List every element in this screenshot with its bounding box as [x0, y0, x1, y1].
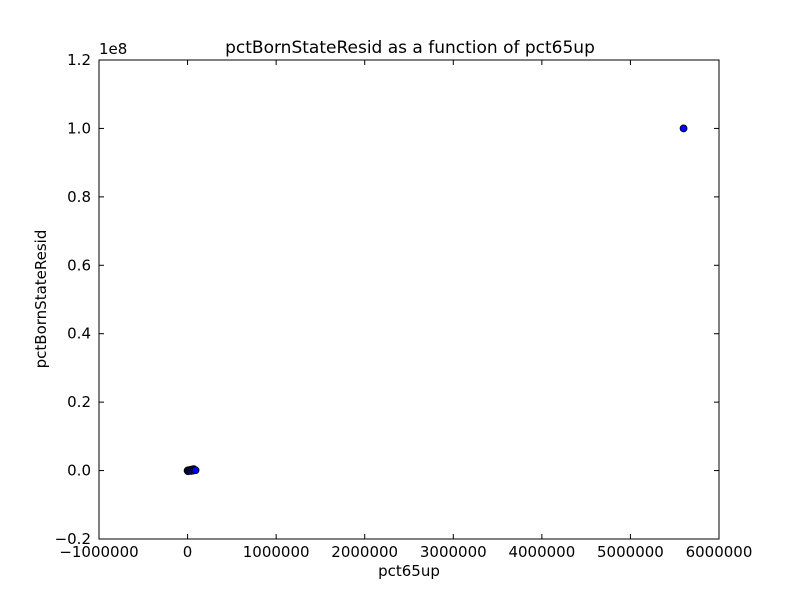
y-axis-label: pctBornStateResid	[32, 230, 50, 369]
plot-frame	[98, 59, 720, 540]
x-tick-label: 5000000	[597, 543, 664, 561]
x-tick-label: 4000000	[508, 543, 575, 561]
x-tick-label: 6000000	[686, 543, 753, 561]
y-axis: −0.2 0.0 0.2 0.4 0.6 0.8 1.0 1.2	[55, 51, 719, 548]
data-point	[191, 466, 200, 475]
y-tick-label: 1.0	[67, 119, 91, 137]
y-tick-label: 0.2	[67, 393, 91, 411]
x-tick-label: −1000000	[59, 543, 138, 561]
chart-title: pctBornStateResid as a function of pct65…	[225, 38, 595, 58]
y-tick-label: 1.2	[67, 51, 91, 69]
y-tick-label: 0.8	[67, 188, 91, 206]
y-tick-label: 0.4	[67, 325, 91, 343]
x-axis: −1000000 0 1000000 2000000 3000000 4000000 500…	[59, 60, 752, 561]
y-tick-label: 0.6	[67, 256, 91, 274]
x-axis-label: pct65up	[378, 562, 440, 580]
x-tick-label: 1000000	[243, 543, 310, 561]
x-tick-label: 2000000	[331, 543, 398, 561]
y-offset-label: 1e8	[99, 40, 127, 58]
data-point	[679, 124, 688, 133]
points-layer	[183, 124, 688, 476]
x-tick-label: 0	[183, 543, 193, 561]
y-tick-label: −0.2	[55, 530, 91, 548]
y-tick-label: 0.0	[67, 462, 91, 480]
x-tick-label: 3000000	[420, 543, 487, 561]
